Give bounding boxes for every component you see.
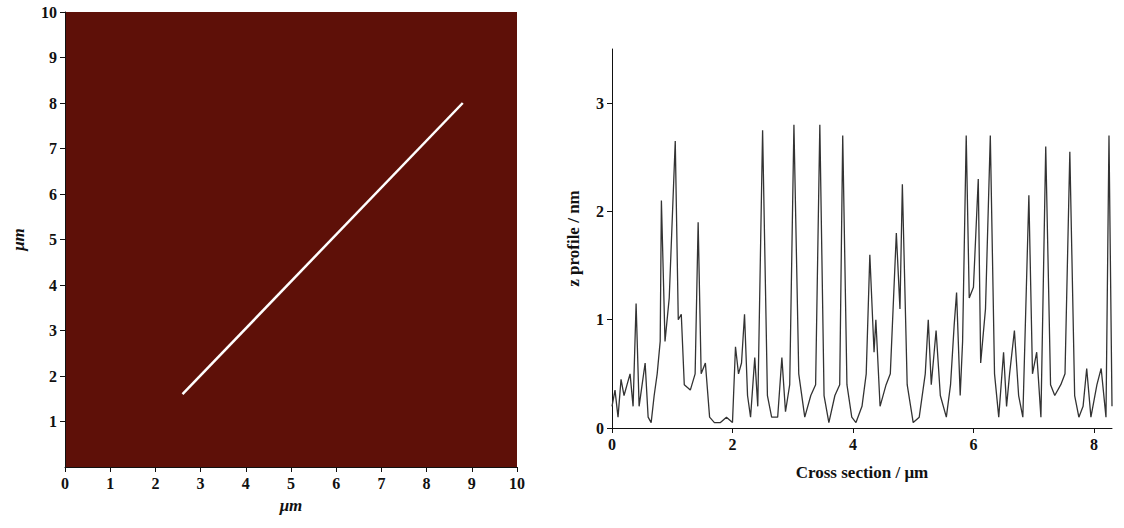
svg-text:2: 2 [49, 368, 57, 385]
svg-text:3: 3 [49, 322, 57, 339]
svg-text:6: 6 [969, 436, 977, 453]
svg-text:10: 10 [509, 475, 525, 492]
svg-text:8: 8 [1090, 436, 1098, 453]
svg-text:2: 2 [728, 436, 736, 453]
svg-text:2: 2 [151, 475, 159, 492]
svg-text:0: 0 [608, 436, 616, 453]
svg-text:μm: μm [9, 228, 28, 252]
svg-text:μm: μm [279, 496, 303, 515]
svg-text:4: 4 [49, 277, 57, 294]
svg-text:4: 4 [242, 475, 250, 492]
svg-text:5: 5 [287, 475, 295, 492]
svg-text:1: 1 [49, 413, 57, 430]
svg-text:6: 6 [332, 475, 340, 492]
svg-text:0: 0 [596, 420, 604, 437]
svg-text:9: 9 [49, 49, 57, 66]
svg-text:4: 4 [849, 436, 857, 453]
svg-text:10: 10 [41, 4, 57, 21]
svg-text:2: 2 [596, 203, 604, 220]
svg-text:7: 7 [49, 140, 57, 157]
svg-text:3: 3 [596, 95, 604, 112]
svg-text:1: 1 [106, 475, 114, 492]
svg-text:9: 9 [468, 475, 476, 492]
svg-text:7: 7 [377, 475, 385, 492]
svg-text:3: 3 [197, 475, 205, 492]
svg-text:8: 8 [423, 475, 431, 492]
svg-text:5: 5 [49, 231, 57, 248]
svg-text:z profile / nm: z profile / nm [564, 190, 583, 286]
svg-text:8: 8 [49, 95, 57, 112]
svg-text:6: 6 [49, 186, 57, 203]
svg-text:0: 0 [61, 475, 69, 492]
svg-text:1: 1 [596, 311, 604, 328]
svg-text:Cross section / μm: Cross section / μm [796, 463, 929, 482]
